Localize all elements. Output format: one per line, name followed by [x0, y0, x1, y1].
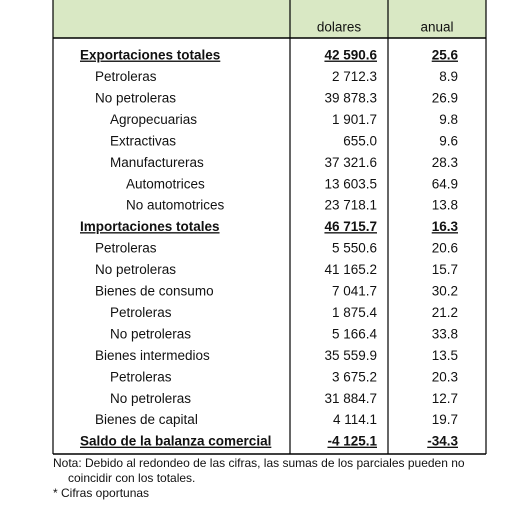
row-label: Agropecuarias — [110, 112, 197, 127]
pct-cell: 20.3 — [432, 369, 458, 384]
value-cell: 41 165.2 — [324, 262, 377, 277]
row-label: Extractivas — [110, 133, 176, 148]
row-label: Petroleras — [110, 305, 172, 320]
row-label: No petroleras — [110, 391, 191, 406]
pct-cell: 25.6 — [432, 48, 459, 63]
total-label: Importaciones totales — [80, 219, 220, 234]
row-label: No automotrices — [126, 198, 225, 213]
pct-cell: 26.9 — [432, 90, 458, 105]
value-cell: 2 712.3 — [332, 69, 377, 84]
note: Nota: Debido al redondeo de las cifras, … — [53, 456, 465, 470]
value-cell: 3 675.2 — [332, 369, 377, 384]
note: * Cifras oportunas — [53, 486, 149, 500]
row-label: Manufactureras — [110, 155, 204, 170]
pct-cell: 15.7 — [432, 262, 458, 277]
pct-cell: 8.9 — [439, 69, 458, 84]
row-label: Bienes de capital — [95, 412, 198, 427]
pct-cell: 19.7 — [432, 412, 458, 427]
total-label: Exportaciones totales — [80, 48, 220, 63]
row-label: Petroleras — [95, 241, 157, 256]
value-cell: 4 114.1 — [333, 412, 377, 427]
value-cell: 37 321.6 — [324, 155, 377, 170]
value-cell: 31 884.7 — [324, 391, 377, 406]
row-label: Automotrices — [126, 176, 205, 191]
pct-cell: -34.3 — [427, 434, 458, 449]
value-cell: 5 166.4 — [332, 326, 378, 341]
pct-cell: 13.5 — [432, 348, 458, 363]
row-label: No petroleras — [95, 262, 176, 277]
row-label: Bienes intermedios — [95, 348, 210, 363]
value-cell: 46 715.7 — [324, 219, 377, 234]
value-cell: 1 875.4 — [332, 305, 378, 320]
pct-cell: 33.8 — [432, 326, 458, 341]
value-cell: 42 590.6 — [324, 48, 377, 63]
pct-cell: 16.3 — [432, 219, 459, 234]
header-cell: anual — [420, 20, 453, 35]
value-cell: 5 550.6 — [332, 241, 377, 256]
value-cell: 655.0 — [343, 133, 377, 148]
header-band — [53, 0, 486, 38]
value-cell: 23 718.1 — [324, 198, 377, 213]
value-cell: 7 041.7 — [332, 284, 377, 299]
row-label: Petroleras — [110, 369, 172, 384]
value-cell: 1 901.7 — [332, 112, 377, 127]
value-cell: 35 559.9 — [324, 348, 377, 363]
row-label: No petroleras — [95, 90, 176, 105]
value-cell: 13 603.5 — [324, 176, 377, 191]
pct-cell: 30.2 — [432, 284, 458, 299]
pct-cell: 13.8 — [432, 198, 458, 213]
pct-cell: 64.9 — [432, 176, 458, 191]
pct-cell: 20.6 — [432, 241, 458, 256]
pct-cell: 9.6 — [439, 133, 458, 148]
note: coincidir con los totales. — [68, 471, 195, 485]
row-label: No petroleras — [110, 326, 191, 341]
pct-cell: 12.7 — [432, 391, 458, 406]
pct-cell: 9.8 — [439, 112, 458, 127]
header-cell: dolares — [317, 20, 362, 35]
total-label: Saldo de la balanza comercial — [80, 434, 271, 449]
value-cell: 39 878.3 — [324, 90, 377, 105]
value-cell: -4 125.1 — [327, 434, 377, 449]
pct-cell: 28.3 — [432, 155, 458, 170]
row-label: Petroleras — [95, 69, 157, 84]
row-label: Bienes de consumo — [95, 284, 214, 299]
pct-cell: 21.2 — [432, 305, 458, 320]
